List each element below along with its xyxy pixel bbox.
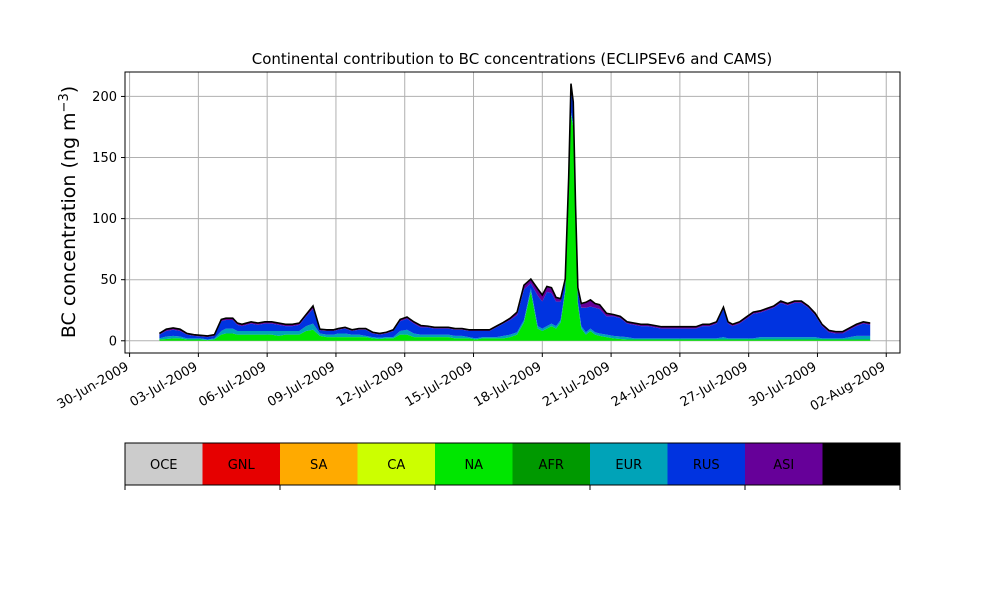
y-axis-label-superscript: −3 <box>57 93 72 112</box>
y-axis: 0 50 100 150 200 <box>92 90 125 349</box>
x-tick-label: 27-Jul-2009 <box>678 359 751 410</box>
x-tick-label: 12-Jul-2009 <box>334 359 407 410</box>
area-asi <box>159 84 871 338</box>
legend-label-asi: ASI <box>773 458 794 473</box>
x-tick-label: 30-Jun-2009 <box>55 359 132 412</box>
y-tick-label: 100 <box>92 212 117 227</box>
area-rus <box>159 87 871 340</box>
y-tick-label: 0 <box>109 334 117 349</box>
stacked-areas <box>158 83 871 341</box>
x-tick-label: 03-Jul-2009 <box>128 359 201 410</box>
legend-label-afr: AFR <box>539 458 564 473</box>
area-eur <box>159 112 871 341</box>
x-tick-label: 24-Jul-2009 <box>609 359 682 410</box>
chart-title: Continental contribution to BC concentra… <box>252 50 773 68</box>
legend-label-rus: RUS <box>693 458 720 473</box>
legend-swatch-eur <box>590 443 668 485</box>
legend-label-na: NA <box>464 458 483 473</box>
legend-label-sa: SA <box>310 458 327 473</box>
y-axis-label: BC concentration (ng m−3) <box>57 86 80 338</box>
legend-swatch-ca <box>357 443 435 485</box>
legend-swatch-na <box>435 443 513 485</box>
plot-frame <box>124 71 901 354</box>
total-line <box>158 83 871 337</box>
x-tick-label: 15-Jul-2009 <box>403 359 476 410</box>
y-axis-label-text: BC concentration (ng m <box>58 112 80 338</box>
grid-lines <box>125 72 900 353</box>
legend-label-ca: CA <box>387 458 405 473</box>
x-tick-label: 02-Aug-2009 <box>808 359 888 414</box>
x-tick-label: 06-Jul-2009 <box>196 359 269 410</box>
legend-label-oce: OCE <box>150 458 178 473</box>
legend-swatch-aus <box>822 443 900 485</box>
legend-label-eur: EUR <box>615 458 642 473</box>
y-tick-label: 150 <box>92 151 117 166</box>
legend-swatch-asi <box>745 443 823 485</box>
x-tick-label: 18-Jul-2009 <box>471 359 544 410</box>
x-axis: 30-Jun-200903-Jul-200906-Jul-200909-Jul-… <box>55 353 888 415</box>
area-aus <box>159 83 871 337</box>
legend-swatch-gnl <box>202 443 280 485</box>
x-tick-label: 09-Jul-2009 <box>265 359 338 410</box>
area-na <box>159 114 871 341</box>
y-axis-label-close: ) <box>58 86 80 93</box>
legend-label-gnl: GNL <box>228 458 256 473</box>
legend-frame <box>124 442 901 486</box>
legend-swatch-afr <box>512 443 590 485</box>
y-tick-label: 200 <box>92 90 117 105</box>
legend-swatch-sa <box>280 443 358 485</box>
region-color-legend: OCE GNL SA CA NA AFR EUR RUS ASI AUS <box>124 442 901 490</box>
legend-swatch-oce <box>125 443 203 485</box>
legend-swatch-rus <box>667 443 745 485</box>
legend-label-aus: AUS <box>848 458 875 473</box>
y-tick-label: 50 <box>100 273 117 288</box>
x-tick-label: 21-Jul-2009 <box>540 359 613 410</box>
